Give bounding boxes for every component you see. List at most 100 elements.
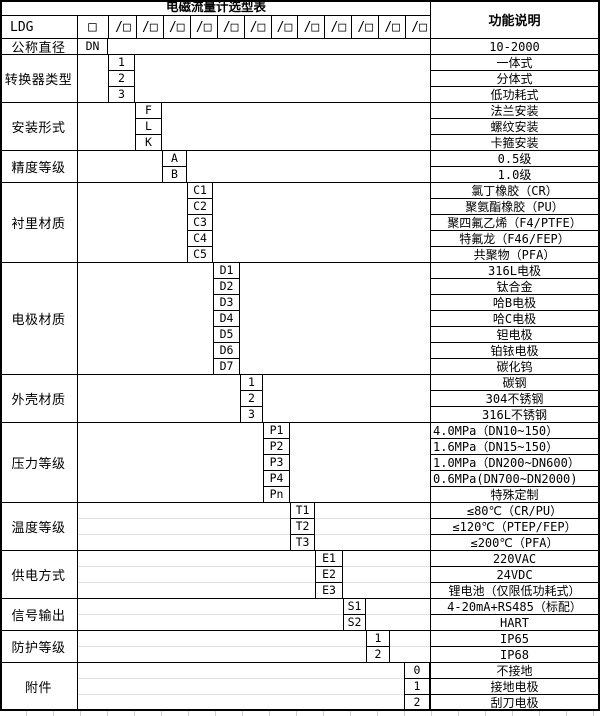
function-cell: 刮刀电极 xyxy=(490,696,539,710)
spacer-gridline xyxy=(78,582,315,583)
function-cell: 共聚物（PFA） xyxy=(473,248,556,262)
section-label: 精度等级 xyxy=(11,161,66,176)
function-cell: 锂电池（仅限低功耗式） xyxy=(448,584,581,598)
spacer-gridline xyxy=(78,694,404,695)
function-cell: 氯丁橡胶（CR） xyxy=(431,183,598,199)
code-slot-cell: /□ xyxy=(110,16,137,38)
table-title: 电磁流量计选型表 xyxy=(2,0,430,16)
code-cell: P1 xyxy=(263,423,290,439)
function-cell: 316L不锈钢 xyxy=(482,408,547,422)
section-label: 压力等级 xyxy=(11,457,66,472)
outer-border-bottom xyxy=(0,709,600,711)
code-cell: D6 xyxy=(213,343,240,359)
code-cell: A xyxy=(162,151,187,167)
function-cell: ≤200℃（PFA） xyxy=(470,536,559,550)
function-cell: ≤80℃（CR/PU） xyxy=(431,503,598,519)
spacer-gridline xyxy=(78,646,366,647)
code-cell: C2 xyxy=(187,199,213,215)
code-cell: T3 xyxy=(290,535,315,550)
section-label: 温度等级 xyxy=(11,521,66,536)
spacer-gridline xyxy=(78,534,290,535)
function-cell: 螺纹安装 xyxy=(431,119,598,135)
function-cell: 0.6MPa(DN700~DN2000) xyxy=(431,471,598,487)
section-row-group: 精度等级 A 0.5级 B 1.0级 xyxy=(0,150,600,182)
section-label: 防护等级 xyxy=(11,641,66,656)
section-row-group: 衬里材质 C1 氯丁橡胶（CR） C2 聚氨酯橡胶（PU） C3 聚四氟乙烯（F4/PTFE… xyxy=(0,182,600,262)
code-slot-cell: /□ xyxy=(298,16,326,38)
bottom-gridline-strip xyxy=(0,711,600,716)
function-column-header: 功能说明 xyxy=(488,13,541,29)
code-cell: K xyxy=(135,135,162,150)
code-cell: 0 xyxy=(404,663,430,679)
function-cell: 特殊定制 xyxy=(490,488,539,502)
section-label: 电极材质 xyxy=(11,313,66,328)
code-slot-cell: /□ xyxy=(137,16,164,38)
code-slot-cell: /□ xyxy=(411,19,427,35)
spacer-gridline xyxy=(366,614,430,615)
function-cell: 4-20mA+RS485（标配） xyxy=(431,599,598,615)
code-cell: E3 xyxy=(315,583,343,598)
code-slot-cell: /□ xyxy=(191,16,218,38)
code-cell: S1 xyxy=(343,599,366,615)
code-cell: C3 xyxy=(187,215,213,231)
section-row-group: 防护等级 1 IP65 2 IP68 xyxy=(0,630,600,662)
function-cell: 一体式 xyxy=(431,55,598,71)
outer-border-right xyxy=(598,0,600,711)
sections: 公称直径 DN 10-2000 转换器类型 1 一体式 2 分体式 3 低功耗式 安装形式 F 法兰安装… xyxy=(0,38,600,710)
dn-column-separator xyxy=(108,16,109,38)
code-cell: 3 xyxy=(240,407,263,422)
code-cell: T1 xyxy=(290,503,315,519)
code-cell: E1 xyxy=(315,551,343,567)
section-label: 转换器类型 xyxy=(4,73,73,88)
code-cell: 1 xyxy=(404,679,430,695)
label-column-separator xyxy=(77,16,78,710)
code-cell: S2 xyxy=(343,615,366,630)
function-cell: 低功耗式 xyxy=(490,88,539,102)
function-cell: 聚氨酯橡胶（PU） xyxy=(431,199,598,215)
section-row-group: 公称直径 DN 10-2000 xyxy=(0,38,600,54)
section-label: 信号输出 xyxy=(11,609,66,624)
code-cell: B xyxy=(162,167,187,182)
function-cell: 分体式 xyxy=(431,71,598,87)
function-cell: 哈B电极 xyxy=(431,295,598,311)
section-row-group: 供电方式 E1 220VAC E2 24VDC E3 锂电池（仅限低功耗式） xyxy=(0,550,600,598)
code-slot-cell: /□ xyxy=(218,16,245,38)
function-cell: 1.0级 xyxy=(497,168,532,182)
code-cell: Pn xyxy=(263,487,290,502)
model-code-row: LDG □ /□/□/□/□/□/□/□/□/□/□/□/□ xyxy=(2,16,430,38)
spacer-gridline xyxy=(315,534,430,535)
function-column-separator xyxy=(430,0,431,710)
code-cell: 2 xyxy=(404,695,430,710)
code-cell: 3 xyxy=(108,87,135,102)
function-cell: 不接地 xyxy=(431,663,598,679)
function-cell: 卡箍安装 xyxy=(490,136,539,150)
code-cell: D5 xyxy=(213,327,240,343)
function-cell: 4.0MPa（DN10~150） xyxy=(431,423,598,439)
function-cell: 碳钢 xyxy=(431,375,598,391)
function-cell: 钛合金 xyxy=(431,279,598,295)
code-cell: C5 xyxy=(187,247,213,262)
code-cell: F xyxy=(135,103,162,119)
section-label: 附件 xyxy=(24,681,52,696)
function-cell: IP65 xyxy=(431,631,598,647)
spacer-gridline xyxy=(78,566,315,567)
section-row-group: 压力等级 P1 4.0MPa（DN10~150） P2 1.6MPa（DN15~150）… xyxy=(0,422,600,502)
code-cell: D1 xyxy=(213,263,240,279)
section-row-group: 安装形式 F 法兰安装 L 螺纹安装 K 卡箍安装 xyxy=(0,102,600,150)
code-cell: P3 xyxy=(263,455,290,471)
spacer-gridline xyxy=(78,678,404,679)
function-cell: 铂铱电极 xyxy=(431,343,598,359)
code-cell: C4 xyxy=(187,231,213,247)
function-cell: 24VDC xyxy=(431,567,598,583)
outer-border-left xyxy=(0,0,2,711)
code-cell: E2 xyxy=(315,567,343,583)
code-cell: DN xyxy=(77,39,108,54)
code-slot-cell: /□ xyxy=(379,16,407,38)
section-label: 外壳材质 xyxy=(11,393,66,408)
code-slot-cell: /□ xyxy=(272,16,299,38)
function-cell: 1.6MPa（DN15~150） xyxy=(431,439,598,455)
spacer-gridline xyxy=(78,518,290,519)
model-code-slots: /□/□/□/□/□/□/□/□/□/□/□/□ xyxy=(110,16,432,38)
function-cell: 316L电极 xyxy=(431,263,598,279)
